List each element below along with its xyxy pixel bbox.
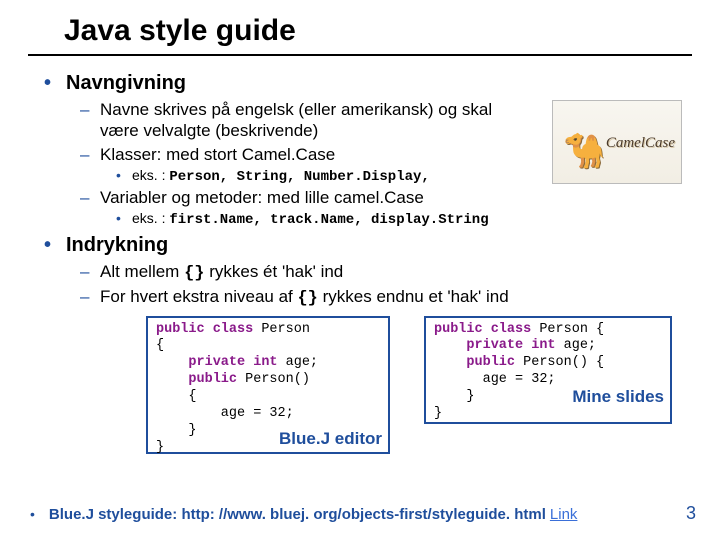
list-item: Alt mellem {} rykkes ét 'hak' ind — [100, 261, 684, 284]
braces: {} — [184, 264, 204, 283]
footer-text: Blue.J styleguide: http: //www. bluej. o… — [49, 506, 546, 523]
footer: • Blue.J styleguide: http: //www. bluej.… — [30, 503, 696, 524]
code-label: Blue.J editor — [279, 428, 382, 449]
text-fragment: For hvert ekstra niveau af — [100, 287, 297, 306]
braces: {} — [297, 289, 317, 308]
example-prefix: eks. : — [132, 167, 169, 183]
camel-icon: 🐪 — [563, 131, 605, 171]
code-box-left: public class Person { private int age; p… — [146, 316, 390, 454]
text-fragment: rykkes endnu et 'hak' ind — [318, 287, 509, 306]
example-prefix: eks. : — [132, 210, 169, 226]
code-box-right: public class Person { private int age; p… — [424, 316, 672, 424]
section-heading: Indrykning — [66, 234, 684, 257]
example-code: first.Name, track.Name, display.String — [169, 212, 488, 228]
text-fragment: rykkes ét 'hak' ind — [204, 262, 343, 281]
text-fragment: Alt mellem — [100, 262, 184, 281]
page-title: Java style guide — [28, 0, 692, 56]
example-code: Person, String, Number.Display, — [169, 169, 429, 185]
code-row: public class Person { private int age; p… — [146, 316, 684, 454]
bullet-icon: • — [30, 506, 35, 522]
section-heading: Navngivning — [66, 72, 684, 95]
footer-link[interactable]: Link — [550, 506, 578, 523]
list-item: For hvert ekstra niveau af {} rykkes end… — [100, 286, 684, 309]
list-item: Variabler og metoder: med lille camel.Ca… — [100, 187, 684, 208]
page-number: 3 — [686, 503, 696, 524]
camel-caption: CamelCase — [606, 135, 675, 152]
example-line: eks. : first.Name, track.Name, display.S… — [132, 210, 684, 228]
list-item: Navne skrives på engelsk (eller amerikan… — [100, 99, 530, 142]
camelcase-image: 🐪 CamelCase — [552, 100, 682, 184]
code-label: Mine slides — [572, 386, 664, 407]
